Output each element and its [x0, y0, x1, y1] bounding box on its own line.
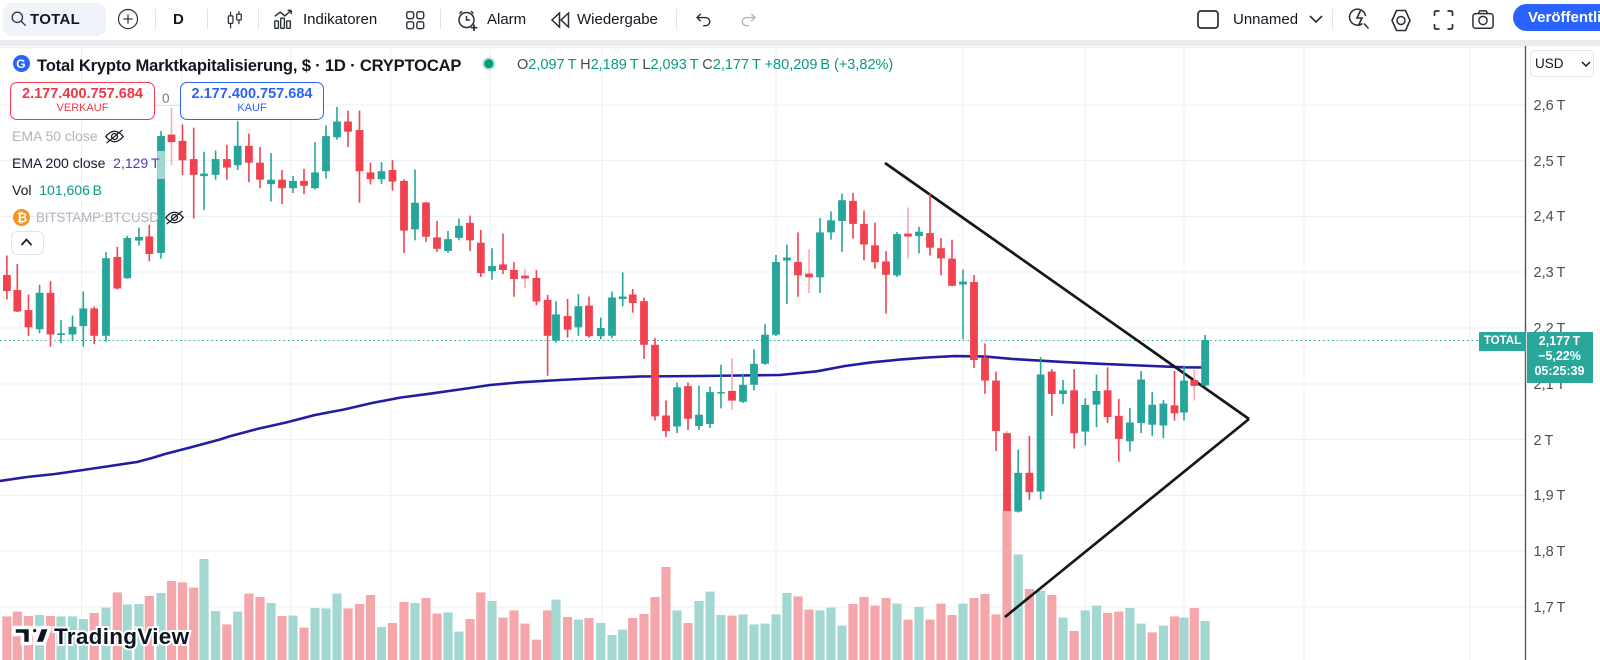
svg-text:TradingView: TradingView — [54, 624, 190, 649]
